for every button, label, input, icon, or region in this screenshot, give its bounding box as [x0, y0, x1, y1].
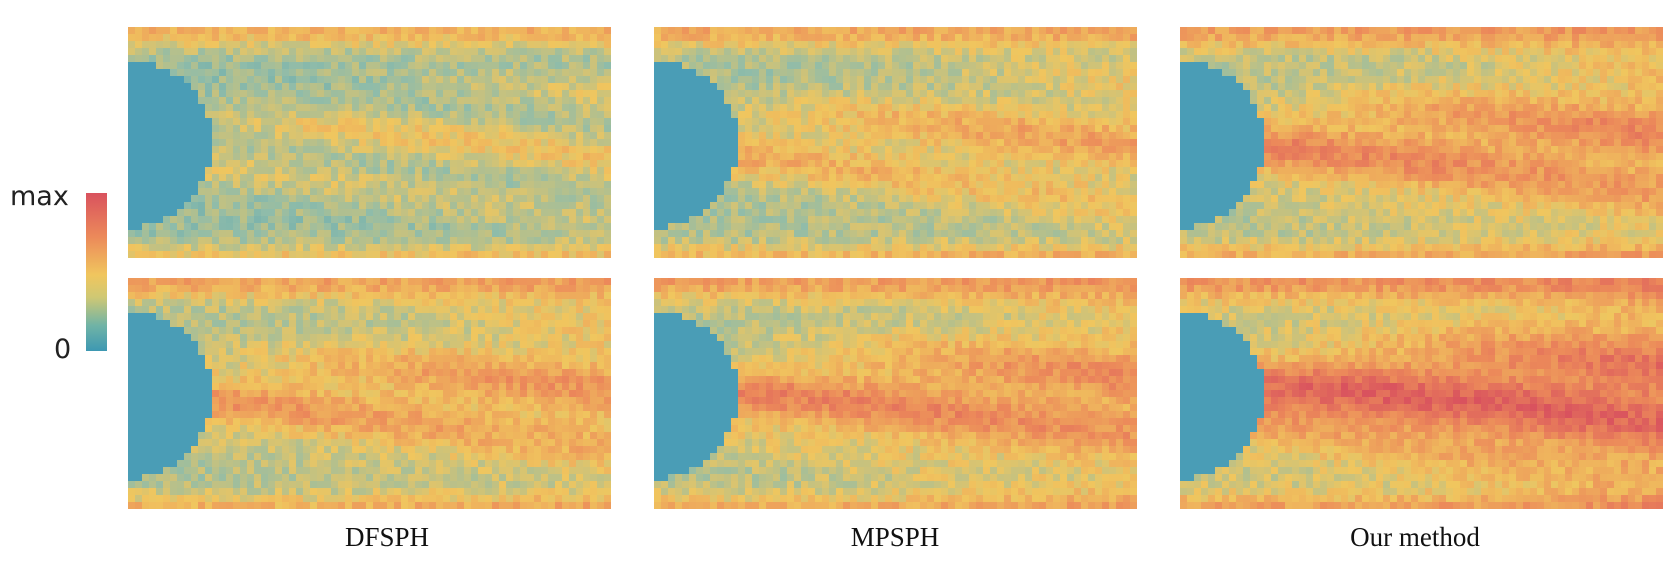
legend-min-label: 0	[54, 334, 72, 365]
legend-max-label: max	[10, 181, 69, 212]
heatmap-panel-3-2	[1180, 278, 1663, 509]
caption-our-method: Our method	[1350, 522, 1480, 552]
legend-colorbar	[86, 193, 107, 351]
heatmap-panel-1-1	[128, 27, 611, 258]
caption-dfsph: DFSPH	[344, 522, 430, 552]
heatmap-panel-2-1	[654, 27, 1137, 258]
heatmap-panel-3-1	[1180, 27, 1663, 258]
heatmap-panel-1-2	[128, 278, 611, 509]
caption-mpsph: MPSPH	[850, 522, 940, 552]
heatmap-panel-2-2	[654, 278, 1137, 509]
